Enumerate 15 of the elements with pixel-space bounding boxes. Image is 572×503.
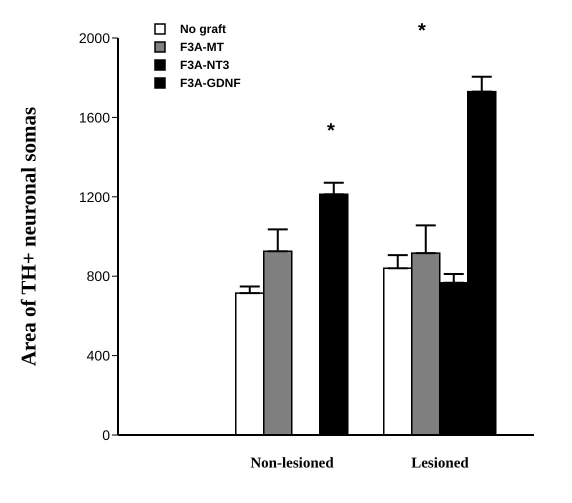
legend-label: F3A-MT: [180, 40, 224, 54]
y-tick-label: 2000: [78, 30, 110, 46]
y-tick-label: 1200: [78, 188, 110, 205]
y-tick-label: 400: [86, 348, 110, 364]
y-tick-label: 0: [102, 426, 110, 443]
x-tick-label: Non-lesioned: [250, 456, 334, 472]
legend-label: F3A-GDNF: [180, 76, 241, 90]
annotation: *: [418, 20, 426, 43]
x-tick-label: Lesioned: [411, 456, 470, 472]
y-tick-label: 800: [86, 268, 110, 284]
y-axis-title: Area of TH+ neuronal somas: [16, 106, 40, 366]
legend-label: No graft: [180, 22, 226, 36]
y-tick-label: 1600: [78, 109, 110, 126]
annotation: *: [327, 120, 335, 143]
legend-label: F3A-NT3: [180, 58, 230, 72]
